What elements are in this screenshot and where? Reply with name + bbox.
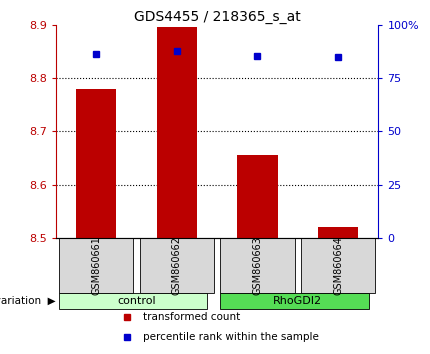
- Text: RhoGDI2: RhoGDI2: [273, 296, 322, 306]
- Text: percentile rank within the sample: percentile rank within the sample: [143, 332, 319, 342]
- Text: control: control: [117, 296, 156, 306]
- Bar: [301, 238, 375, 293]
- Bar: [76, 89, 117, 238]
- Text: transformed count: transformed count: [143, 312, 240, 321]
- Title: GDS4455 / 218365_s_at: GDS4455 / 218365_s_at: [134, 10, 301, 24]
- Text: GSM860661: GSM860661: [91, 236, 101, 295]
- Bar: [157, 28, 197, 238]
- Text: GSM860662: GSM860662: [172, 236, 182, 295]
- Bar: [220, 293, 369, 309]
- Bar: [140, 238, 214, 293]
- Bar: [220, 238, 295, 293]
- Bar: [318, 227, 358, 238]
- Bar: [237, 155, 278, 238]
- Text: genotype/variation  ▶: genotype/variation ▶: [0, 296, 56, 306]
- Text: GSM860664: GSM860664: [333, 236, 343, 295]
- Text: GSM860663: GSM860663: [252, 236, 262, 295]
- Bar: [59, 293, 207, 309]
- Bar: [59, 238, 133, 293]
